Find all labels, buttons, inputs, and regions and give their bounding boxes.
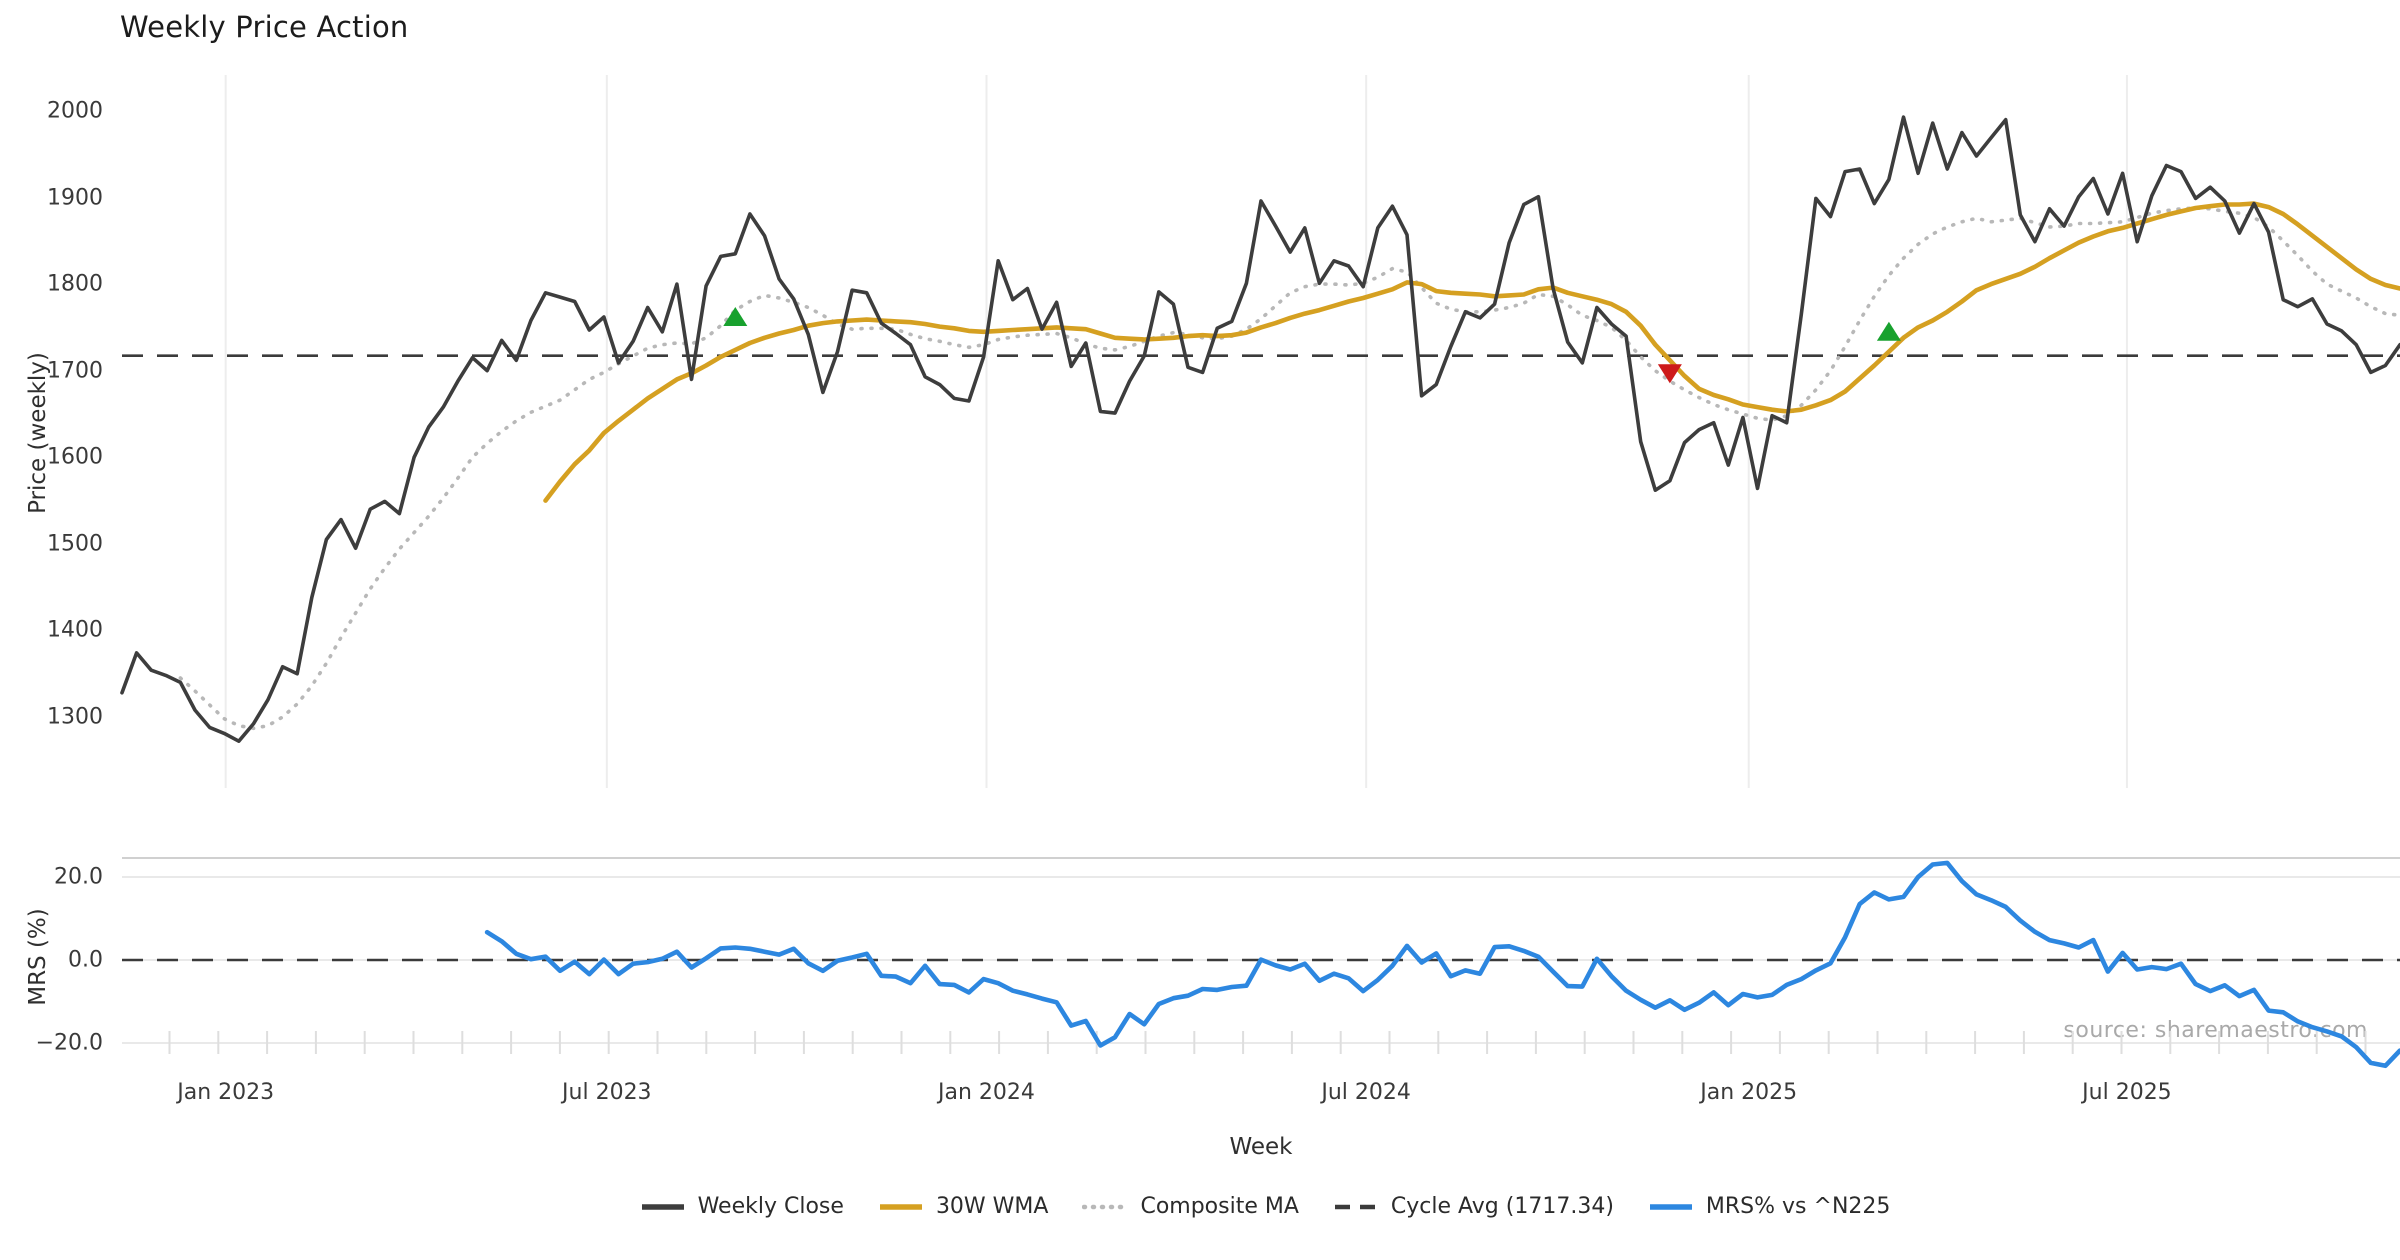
legend-label: Composite MA xyxy=(1140,1194,1299,1219)
sell-signal-icon xyxy=(1657,364,1682,384)
x-tick-label: Jul 2025 xyxy=(2082,1080,2172,1105)
mrs-tick-label: −20.0 xyxy=(35,1030,103,1056)
price-tick-label: 2000 xyxy=(47,98,103,124)
price-tick-label: 1700 xyxy=(47,358,103,384)
price-tick-label: 1900 xyxy=(47,185,103,211)
x-axis-label: Week xyxy=(1229,1134,1293,1160)
price-tick-label: 1800 xyxy=(47,271,103,297)
legend-label: 30W WMA xyxy=(935,1194,1049,1219)
mrs-line xyxy=(484,860,2400,1069)
legend-swatch-icon xyxy=(1082,1204,1129,1209)
legend-item-weekly-close: Weekly Close xyxy=(640,1194,844,1219)
x-tick-label: Jul 2023 xyxy=(562,1080,652,1105)
legend-swatch-icon xyxy=(641,1203,684,1210)
price-tick-label: 1300 xyxy=(47,704,103,730)
chart-title: Weekly Price Action xyxy=(120,10,409,44)
legend-label: Cycle Avg (1717.34) xyxy=(1390,1194,1614,1219)
weekly-close-line xyxy=(120,115,2400,743)
minor-ticks xyxy=(168,1031,2367,1054)
legend-swatch-icon xyxy=(1649,1203,1692,1210)
price-tick-label: 1600 xyxy=(47,444,103,470)
buy-signal-icon xyxy=(1876,321,1901,341)
signal-markers xyxy=(723,307,1901,384)
legend-swatch-icon xyxy=(1334,1204,1377,1209)
x-tick-label: Jan 2024 xyxy=(938,1080,1035,1105)
wma-line xyxy=(543,201,2400,503)
x-tick-label: Jul 2024 xyxy=(1321,1080,1411,1105)
x-tick-label: Jan 2025 xyxy=(1700,1080,1798,1105)
legend-item-mrs-vs-n225: MRS% vs ^N225 xyxy=(1648,1194,1891,1219)
price-tick-label: 1500 xyxy=(47,531,103,557)
legend-label: Weekly Close xyxy=(697,1194,844,1219)
buy-signal-icon xyxy=(723,307,748,327)
legend-label: MRS% vs ^N225 xyxy=(1705,1194,1891,1219)
legend-item-cycle-avg-1717-34-: Cycle Avg (1717.34) xyxy=(1333,1194,1614,1219)
mrs-tick-label: 20.0 xyxy=(54,864,103,890)
mrs-tick-label: 0.0 xyxy=(68,947,103,973)
series-composite-ma xyxy=(178,206,2400,731)
composite-ma-line xyxy=(178,206,2400,731)
price-tick-label: 1400 xyxy=(47,617,103,643)
series-30w-wma xyxy=(543,201,2400,503)
legend-swatch-icon xyxy=(879,1203,922,1210)
legend-item-composite-ma: Composite MA xyxy=(1082,1194,1299,1219)
legend-item-30w-wma: 30W WMA xyxy=(878,1194,1049,1219)
legend: Weekly Close 30W WMA Composite MA Cycle Avg… xyxy=(0,1194,2400,1219)
series-weekly-close xyxy=(120,115,2400,743)
x-tick-label: Jan 2023 xyxy=(177,1080,275,1105)
series-mrs-vs-n225 xyxy=(484,860,2400,1069)
